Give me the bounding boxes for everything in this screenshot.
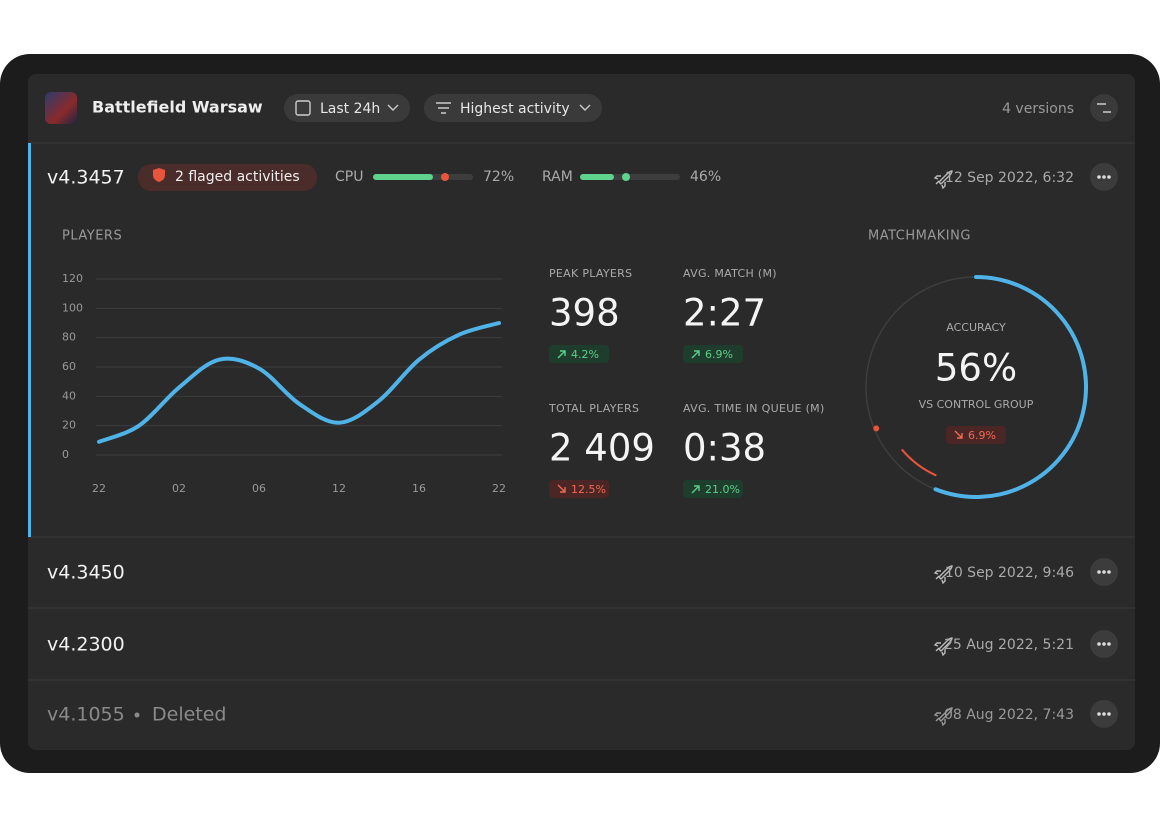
game-icon <box>45 92 77 124</box>
change-label: 6.9% <box>968 429 996 442</box>
metric-bar <box>580 174 614 180</box>
gauge-sublabel: VS CONTROL GROUP <box>919 398 1034 411</box>
filter-pill[interactable] <box>284 94 410 122</box>
y-tick-label: 120 <box>62 272 83 285</box>
chart-title: PLAYERS <box>62 229 122 244</box>
filter-label: Highest activity <box>460 101 570 117</box>
calendar-icon <box>295 100 311 116</box>
shield-icon <box>153 168 165 182</box>
stat-label: TOTAL PLAYERS <box>548 402 639 415</box>
change-label: 21.0% <box>705 483 740 496</box>
x-tick-label: 22 <box>92 482 106 495</box>
change-pill <box>683 345 743 363</box>
filter-label: Last 24h <box>320 101 380 117</box>
more-dot <box>1107 642 1111 646</box>
change-pill <box>946 426 1006 444</box>
stat-value: 2:27 <box>683 292 766 335</box>
chevron <box>579 104 591 111</box>
stat-value: 398 <box>549 292 620 335</box>
y-tick-label: 40 <box>62 389 76 402</box>
more-dot <box>1097 712 1101 716</box>
change-label: 6.9% <box>705 348 733 361</box>
version-label: v4.3457 <box>47 167 125 189</box>
more-dot <box>1107 175 1111 179</box>
y-tick-label: 60 <box>62 360 76 373</box>
x-tick-label: 22 <box>492 482 506 495</box>
change-label: 12.5% <box>571 483 606 496</box>
rocket-icon <box>933 707 953 727</box>
gauge-arc <box>933 275 1088 499</box>
change-dot <box>873 425 880 432</box>
more-dot <box>1102 175 1106 179</box>
version-label: v4.2300 <box>47 634 125 656</box>
settings-button[interactable] <box>1090 94 1118 122</box>
stat-label: PEAK PLAYERS <box>549 267 632 280</box>
change-label: 4.2% <box>571 348 599 361</box>
gauge-value: 56% <box>935 347 1017 390</box>
x-tick-label: 06 <box>252 482 266 495</box>
release-date: 08 Aug 2022, 7:43 <box>944 707 1074 723</box>
flag-badge[interactable] <box>138 164 317 191</box>
panel <box>28 74 1135 750</box>
trend-arrow <box>557 484 566 493</box>
release-date: 12 Sep 2022, 6:32 <box>945 170 1074 186</box>
y-tick-label: 20 <box>62 419 76 432</box>
more-dot <box>1097 570 1101 574</box>
x-tick-label: 02 <box>172 482 186 495</box>
change-pill <box>549 345 609 363</box>
x-tick-label: 16 <box>412 482 426 495</box>
x-tick-label: 12 <box>332 482 346 495</box>
change-pill <box>683 480 743 498</box>
more-dot <box>1102 642 1106 646</box>
players-line <box>97 321 501 444</box>
change-arc <box>901 449 937 477</box>
stat-value: 2 409 <box>549 427 655 470</box>
metric-bar <box>373 174 433 180</box>
rocket-icon <box>933 565 953 585</box>
rocket-icon <box>933 637 953 657</box>
trend-arrow <box>691 350 700 359</box>
metric-dot <box>441 173 449 181</box>
version-label: v4.1055 <box>47 704 125 726</box>
y-tick-label: 0 <box>62 448 69 461</box>
more-dot <box>1097 175 1101 179</box>
game-title: Battlefield Warsaw <box>92 98 263 117</box>
trend-arrow <box>954 430 963 439</box>
gauge-title: MATCHMAKING <box>868 229 971 244</box>
active-indicator <box>28 143 31 537</box>
status-label: Deleted <box>152 704 227 726</box>
chevron <box>387 104 399 111</box>
more-dot <box>1107 570 1111 574</box>
stat-label: AVG. MATCH (M) <box>683 267 777 280</box>
version-label: v4.3450 <box>47 562 125 584</box>
flag-label: 2 flaged activities <box>175 169 300 185</box>
metric-label: CPU <box>335 169 363 185</box>
trend-arrow <box>557 350 566 359</box>
y-tick-label: 80 <box>62 331 76 344</box>
gauge-label: ACCURACY <box>946 321 1006 334</box>
y-tick-label: 100 <box>62 301 83 314</box>
release-date: 10 Sep 2022, 9:46 <box>945 565 1074 581</box>
metric-label: RAM <box>542 169 573 185</box>
stat-label: AVG. TIME IN QUEUE (M) <box>683 402 825 415</box>
rocket-icon <box>933 170 953 190</box>
stat-value: 0:38 <box>683 427 766 470</box>
filter-icon <box>436 102 451 114</box>
trend-arrow <box>691 485 700 494</box>
filter-pill[interactable] <box>424 94 602 122</box>
change-pill <box>549 480 609 498</box>
metric-value: 46% <box>690 169 721 185</box>
separator-dot <box>134 712 140 718</box>
more-dot <box>1102 570 1106 574</box>
more-dot <box>1107 712 1111 716</box>
settings-icon <box>1097 103 1111 113</box>
more-dot <box>1097 642 1101 646</box>
more-dot <box>1102 712 1106 716</box>
metric-value: 72% <box>483 169 514 185</box>
versions-count: 4 versions <box>1002 101 1074 117</box>
metric-dot <box>622 173 630 181</box>
release-date: 25 Aug 2022, 5:21 <box>944 637 1074 653</box>
